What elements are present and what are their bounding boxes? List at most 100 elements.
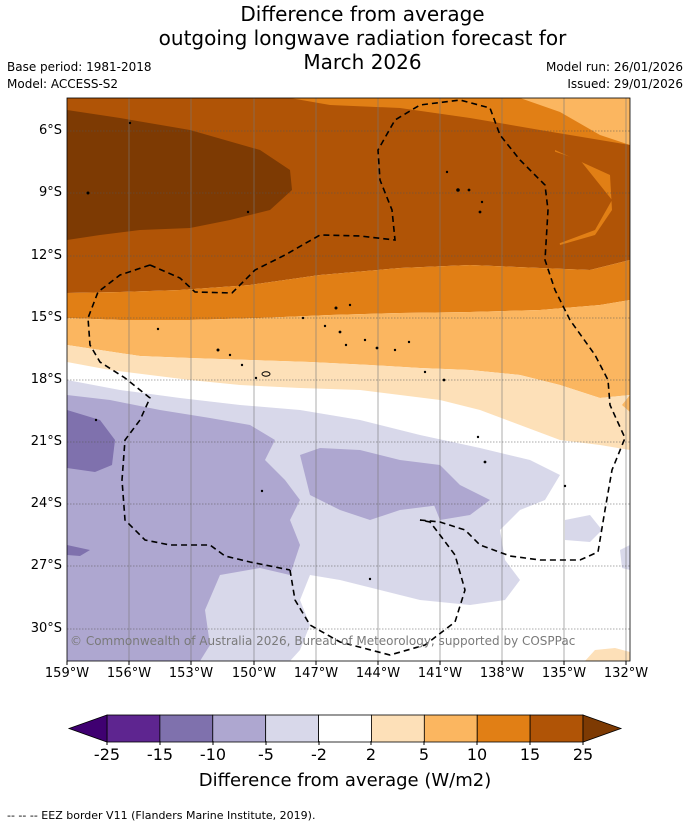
island	[260, 489, 264, 493]
map-frame	[66, 97, 631, 662]
lat-grid	[67, 130, 630, 630]
island	[301, 316, 305, 320]
copyright-credit: © Commonwealth of Australia 2026, Bureau…	[70, 634, 576, 648]
lon-label: 141°W	[417, 666, 463, 681]
band-plus5-10	[67, 300, 630, 398]
colorbar-title: Difference from average (W/m2)	[198, 770, 492, 791]
island	[348, 303, 352, 307]
model-run: Model run: 26/01/2026	[545, 60, 683, 74]
lon-label: 150°W	[231, 666, 277, 681]
island	[445, 170, 449, 174]
issued-date: Issued: 29/01/2026	[567, 77, 683, 91]
title-line-1: Difference from average	[240, 2, 485, 26]
island	[228, 353, 232, 357]
meta-left: Base period: 1981-2018 Model: ACCESS-S2	[7, 59, 152, 93]
eez-borders	[87, 99, 626, 656]
island	[323, 324, 327, 328]
band-plus15-25-east	[380, 130, 612, 255]
colorbar-tick-label: -25	[93, 745, 121, 764]
island	[344, 343, 348, 347]
island	[94, 418, 98, 422]
colorbar-swatch	[318, 714, 372, 743]
eez-border-south	[289, 519, 466, 656]
lon-label: 138°W	[479, 666, 525, 681]
lon-label: 159°W	[44, 666, 90, 681]
band-minus2-5-edge	[620, 545, 630, 570]
island	[407, 340, 411, 344]
islands	[86, 121, 567, 581]
band-minus5-10-mid	[300, 448, 460, 520]
colorbar-tick-label: 2	[365, 745, 377, 764]
island	[393, 348, 397, 352]
colorbar-swatch	[371, 714, 425, 743]
island	[467, 188, 471, 192]
colorbar-swatch	[529, 714, 584, 743]
band-minus5-10	[67, 395, 300, 661]
band-plus2-5-se	[585, 648, 630, 661]
island	[128, 121, 132, 125]
map-grid	[128, 98, 627, 661]
chart-title: Difference from average outgoing longwav…	[0, 2, 690, 74]
title-line-3: March 2026	[303, 50, 422, 74]
colorbar-swatch	[106, 714, 161, 743]
lat-label: 30°S	[30, 621, 62, 636]
island	[216, 348, 220, 352]
island	[480, 200, 484, 204]
lat-label: 12°S	[30, 248, 62, 263]
island	[478, 210, 482, 214]
band-minus5-10-east	[430, 485, 490, 520]
colorbar-tick-label: 15	[519, 745, 541, 764]
colorbar-tick-label: -5	[258, 745, 274, 764]
colorbar-tick-label: -15	[146, 745, 174, 764]
island	[254, 376, 258, 380]
lat-label: 27°S	[30, 558, 62, 573]
axis-ticks	[66, 661, 627, 665]
band-minus10-15-small	[67, 545, 90, 556]
island	[423, 370, 427, 374]
island	[375, 346, 379, 350]
lon-label: 156°W	[106, 666, 152, 681]
lon-label: 132°W	[603, 666, 649, 681]
colorbar-tick-label: -10	[199, 745, 227, 764]
lat-label: 6°S	[38, 123, 62, 138]
band-plus5-10-ne	[520, 98, 630, 145]
colorbar-extend-low	[67, 714, 108, 743]
band-plus10-15	[290, 98, 630, 145]
band-plus25	[67, 110, 292, 240]
island	[476, 435, 480, 439]
colorbar-swatches	[67, 714, 623, 743]
colorbar-extend-high	[582, 714, 623, 743]
lat-label: 9°S	[38, 185, 62, 200]
colorbar-ticks	[106, 741, 584, 745]
band-minus2-5-east	[565, 515, 602, 542]
colorbar-tick-label: 10	[466, 745, 488, 764]
band-plus10-15-south	[67, 260, 630, 320]
colorbar-swatch	[159, 714, 214, 743]
colorbar-tick-label: 25	[572, 745, 594, 764]
colorbar-tick-label: 5	[418, 745, 430, 764]
meta-right: Model run: 26/01/2026 Issued: 29/01/2026	[546, 59, 683, 93]
band-plus2-5	[67, 345, 630, 450]
colorbar-tick-label: -2	[311, 745, 327, 764]
lon-label: 144°W	[355, 666, 401, 681]
model-name: Model: ACCESS-S2	[7, 77, 119, 91]
island	[368, 577, 372, 581]
island	[240, 363, 244, 367]
colorbar-swatch	[423, 714, 478, 743]
lon-label: 135°W	[541, 666, 587, 681]
island	[246, 210, 250, 214]
eez-legend-note: -- -- -- EEZ border V11 (Flanders Marine…	[7, 809, 316, 822]
eez-border-west	[87, 264, 291, 571]
island	[563, 484, 567, 488]
island	[334, 306, 338, 310]
map-fill	[67, 98, 630, 661]
lat-label: 15°S	[30, 310, 62, 325]
eez-border-north	[149, 99, 626, 561]
island	[483, 460, 487, 464]
island	[86, 191, 90, 195]
island	[456, 188, 460, 192]
colorbar-swatch	[212, 714, 267, 743]
island	[261, 371, 271, 377]
